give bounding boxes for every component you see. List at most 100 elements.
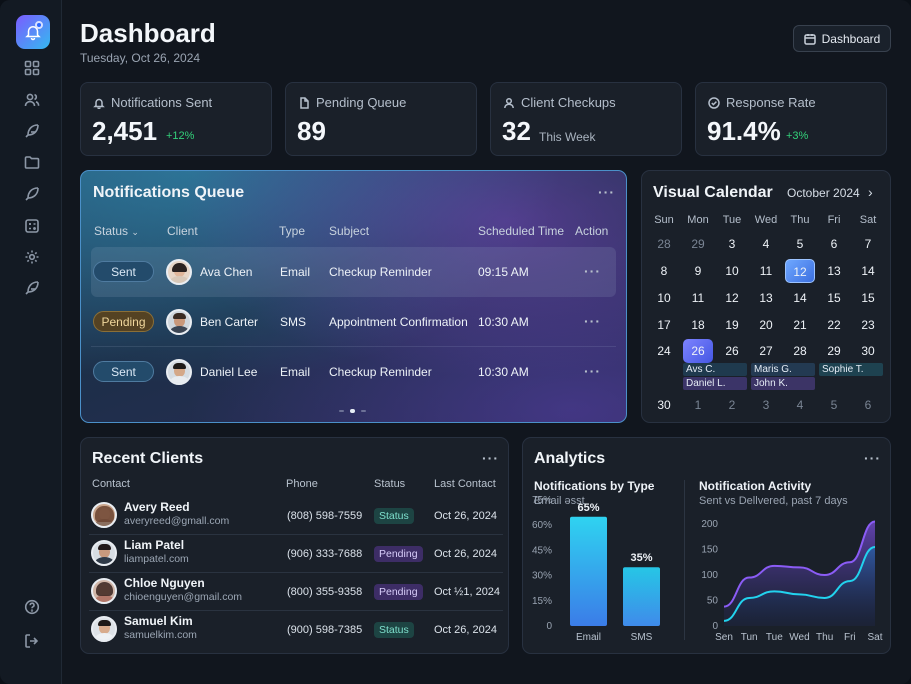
calendar-day[interactable]: 15 — [861, 291, 875, 305]
leaf-icon[interactable] — [22, 184, 42, 204]
analytics-more-menu[interactable]: ··· — [864, 450, 881, 466]
calculator-icon[interactable] — [22, 216, 42, 236]
y-tick-label: 30% — [532, 571, 552, 582]
grid-icon[interactable] — [22, 58, 42, 78]
calendar-day[interactable]: 11 — [759, 264, 773, 278]
avatar — [91, 540, 117, 566]
bar-chart: 0 15% 30% 45% 60% 75% 65% Email 35% SMS — [532, 495, 660, 643]
avatar — [166, 359, 192, 385]
table-row[interactable]: Sent Ava Chen Email Checkup Reminder 09:… — [91, 247, 616, 297]
client-row[interactable]: Samuel Kim samuelkim.com (900) 598-7385 … — [89, 611, 503, 649]
calendar-day[interactable]: 13 — [759, 291, 773, 305]
bell-icon — [93, 98, 105, 109]
stat-card-response-rate[interactable]: Response Rate 91.4% +3% — [695, 82, 887, 156]
bar-data-label: 35% — [630, 552, 652, 564]
table-row[interactable]: Pending Ben Carter SMS Appointment Confi… — [91, 297, 616, 347]
table-row[interactable]: Sent Daniel Lee Email Checkup Reminder 1… — [91, 347, 616, 397]
stat-label: Response Rate — [726, 95, 816, 110]
calendar-day[interactable]: 7 — [864, 237, 872, 251]
notifications-queue-panel: Notifications Queue ··· Status ⌄ Client … — [80, 170, 627, 423]
calendar-event[interactable]: Maris G. — [751, 363, 815, 376]
calendar-day[interactable]: 30 — [657, 398, 671, 412]
calendar-day[interactable]: 28 — [793, 344, 807, 358]
status-badge: Status — [374, 622, 414, 638]
calendar-day[interactable]: 29 — [691, 237, 705, 251]
dashboard-button[interactable]: Dashboard — [793, 25, 891, 52]
series-area-2 — [724, 546, 875, 626]
calendar-day[interactable]: 22 — [827, 318, 841, 332]
calendar-event[interactable]: Avs C. — [683, 363, 747, 376]
calendar-day[interactable]: 5 — [830, 398, 838, 412]
calendar-day[interactable]: 2 — [728, 398, 736, 412]
calendar-day[interactable]: 21 — [793, 318, 807, 332]
y-tick-label: 60% — [532, 520, 552, 531]
calendar-day[interactable]: 3 — [762, 398, 770, 412]
row-action-menu[interactable]: ··· — [584, 363, 601, 379]
chevron-right-icon[interactable]: › — [868, 184, 873, 200]
calendar-day[interactable]: 29 — [827, 344, 841, 358]
logout-icon[interactable] — [22, 631, 42, 651]
calendar-day[interactable]: 6 — [830, 237, 838, 251]
client-row[interactable]: Liam Patel liampatel.com (906) 333-7688 … — [89, 535, 503, 573]
folder-icon[interactable] — [22, 152, 42, 172]
client-email: averyreed@gmall.com — [124, 515, 230, 527]
feather-icon-2[interactable] — [22, 278, 42, 298]
users-icon[interactable] — [22, 90, 42, 110]
calendar-day[interactable]: 17 — [657, 318, 671, 332]
calendar-day[interactable]: 14 — [793, 291, 807, 305]
calendar-day[interactable]: 11 — [691, 291, 705, 305]
calendar-day[interactable]: 13 — [827, 264, 841, 278]
calendar-day[interactable]: 9 — [694, 264, 702, 278]
pagination-dots[interactable] — [339, 409, 366, 413]
calendar-day[interactable]: 14 — [861, 264, 875, 278]
calendar-day[interactable]: 15 — [827, 291, 841, 305]
calendar-day[interactable]: 27 — [759, 344, 773, 358]
calendar-day[interactable]: 28 — [657, 237, 671, 251]
calendar-day[interactable]: 4 — [796, 398, 804, 412]
calendar-event[interactable]: John K. — [751, 377, 815, 390]
calendar-day[interactable]: 6 — [864, 398, 872, 412]
calendar-day[interactable]: 24 — [657, 344, 671, 358]
notification-subject: Checkup Reminder — [329, 365, 432, 379]
row-action-menu[interactable]: ··· — [584, 313, 601, 329]
bar-chart-desc: Email əsst — [534, 495, 585, 507]
x-tick-label: Email — [576, 632, 601, 643]
calendar-day[interactable]: 1 — [694, 398, 702, 412]
avatar — [91, 616, 117, 642]
visual-calendar-panel: Visual Calendar October 2024 › Sun Mon Tue… — [641, 170, 891, 423]
calendar-day[interactable]: 30 — [861, 344, 875, 358]
stat-card-notifications-sent[interactable]: Notifications Sent 2,451 +12% — [80, 82, 272, 156]
calendar-day[interactable]: 3 — [728, 237, 736, 251]
column-header-status[interactable]: Status ⌄ — [94, 224, 139, 238]
calendar-event[interactable]: Daniel L. — [683, 377, 747, 390]
client-email: chioenguyen@gmail.com — [124, 591, 243, 603]
stat-card-client-checkups[interactable]: Client Checkups 32 This Week — [490, 82, 682, 156]
calendar-day[interactable]: 12 — [785, 259, 815, 283]
stat-card-pending-queue[interactable]: Pending Queue 89 — [285, 82, 477, 156]
calendar-day[interactable]: 8 — [660, 264, 668, 278]
clients-more-menu[interactable]: ··· — [482, 450, 499, 466]
page-title: Dashboard — [80, 18, 216, 48]
client-row[interactable]: Avery Reed averyreed@gmall.com (808) 598… — [89, 497, 503, 535]
status-badge: Sent — [93, 361, 154, 382]
calendar-day[interactable]: 20 — [759, 318, 773, 332]
queue-more-menu[interactable]: ··· — [598, 184, 615, 200]
help-icon[interactable] — [22, 597, 42, 617]
analytics-title: Analytics — [534, 450, 606, 467]
calendar-day[interactable]: 18 — [691, 318, 705, 332]
calendar-day[interactable]: 26 — [725, 344, 739, 358]
calendar-day[interactable]: 5 — [796, 237, 804, 251]
row-action-menu[interactable]: ··· — [584, 263, 601, 279]
calendar-day[interactable]: 12 — [725, 291, 739, 305]
calendar-day[interactable]: 10 — [657, 291, 671, 305]
calendar-day[interactable]: 26 — [683, 339, 713, 363]
calendar-day[interactable]: 4 — [762, 237, 770, 251]
calendar-event[interactable]: Sophie T. — [819, 363, 883, 376]
calendar-day[interactable]: 10 — [725, 264, 739, 278]
feather-icon[interactable] — [22, 121, 42, 141]
client-row[interactable]: Chloe Nguyen chioenguyen@gmail.com (800)… — [89, 573, 503, 611]
gear-icon[interactable] — [22, 247, 42, 267]
calendar-day[interactable]: 19 — [725, 318, 739, 332]
calendar-day[interactable]: 23 — [861, 318, 875, 332]
bell-logo-icon[interactable] — [16, 15, 50, 49]
